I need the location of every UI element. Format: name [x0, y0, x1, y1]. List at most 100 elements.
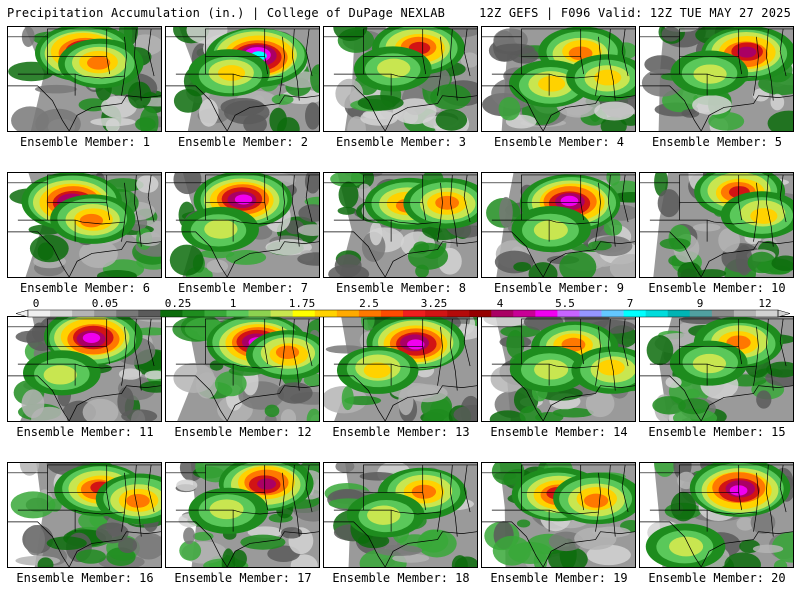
precip-field-blob — [338, 181, 359, 209]
precip-field-blob — [330, 173, 365, 187]
state-boundary — [324, 375, 386, 421]
state-boundary — [608, 464, 616, 537]
precip-field-blob — [214, 371, 247, 397]
precip-field-blob — [357, 94, 404, 111]
precip-contour — [126, 493, 150, 508]
precip-field-blob — [494, 43, 535, 55]
state-boundary — [226, 539, 280, 567]
precip-field-blob — [594, 101, 635, 121]
colorbar-cell — [513, 310, 536, 317]
state-boundary — [226, 249, 280, 277]
ensemble-member-label: Ensemble Member: 19 — [490, 571, 628, 585]
precip-field-blob — [422, 408, 453, 421]
state-boundary — [595, 36, 601, 96]
state-boundary — [8, 375, 70, 421]
colorbar-tick-label: 5.5 — [555, 297, 575, 310]
state-boundary — [8, 521, 70, 567]
precip-field-blob — [415, 264, 429, 277]
precip-field-blob — [752, 544, 784, 554]
state-boundary — [640, 174, 793, 184]
precip-field-blob — [492, 535, 531, 566]
ensemble-map-panel — [323, 26, 478, 132]
ensemble-map-panel — [481, 316, 636, 422]
ensemble-map-panel — [323, 172, 478, 278]
precip-field-blob — [223, 100, 270, 125]
colorbar-tick-label: 0.05 — [91, 297, 119, 310]
state-boundary — [147, 318, 155, 367]
state-boundary — [8, 28, 161, 38]
precip-contour — [583, 493, 609, 508]
precip-field-blob — [735, 244, 753, 276]
precip-field-blob — [586, 544, 631, 566]
ensemble-member-label: Ensemble Member: 18 — [332, 571, 470, 585]
precip-contour — [560, 195, 579, 207]
state-boundary — [542, 103, 596, 131]
state-boundary — [391, 73, 441, 79]
precip-field-blob — [240, 534, 286, 550]
state-boundary — [292, 28, 300, 101]
precip-field-blob — [118, 368, 142, 380]
precip-field-blob — [750, 511, 776, 534]
state-boundary — [437, 385, 477, 394]
state-boundary — [233, 363, 283, 369]
precip-field-blob — [127, 81, 152, 109]
state-boundary — [482, 521, 544, 567]
state-boundary — [333, 182, 364, 221]
state-boundary — [75, 509, 125, 515]
state-boundary — [121, 326, 127, 386]
precip-field-blob — [661, 27, 681, 42]
precip-field-blob — [498, 96, 521, 121]
state-boundary — [463, 28, 471, 77]
colorbar-tick-label: 9 — [696, 297, 704, 310]
ensemble-map-panel — [639, 316, 794, 422]
state-boundary — [147, 28, 155, 77]
state-boundary — [549, 219, 599, 225]
state-boundary — [738, 464, 743, 511]
colorbar-cell — [248, 310, 271, 317]
precip-contour — [693, 64, 727, 84]
colorbar-cell — [116, 310, 139, 317]
state-boundary — [738, 28, 743, 75]
precip-field-blob — [587, 240, 612, 251]
colorbar-tick-label: 4 — [496, 297, 504, 310]
state-boundary — [279, 531, 319, 540]
state-boundary — [324, 521, 386, 567]
precip-field-blob — [460, 52, 477, 68]
ensemble-member-label: Ensemble Member: 6 — [19, 281, 151, 295]
precip-field-blob — [304, 196, 319, 207]
precip-contour — [204, 219, 238, 239]
state-boundary — [595, 182, 601, 242]
precip-field-blob — [369, 221, 383, 246]
precip-field-blob — [375, 544, 423, 556]
precip-field-blob — [361, 317, 375, 331]
state-boundary — [766, 318, 774, 391]
precip-field-blob — [90, 117, 136, 127]
state-boundary — [264, 28, 269, 75]
state-boundary — [47, 509, 76, 532]
ensemble-map-panel — [639, 172, 794, 278]
state-boundary — [640, 28, 793, 38]
state-boundary — [134, 318, 142, 391]
state-boundary — [482, 464, 635, 474]
state-boundary — [679, 73, 708, 96]
precip-field-blob — [736, 517, 755, 531]
precip-field-blob — [298, 204, 319, 222]
precip-field-blob — [453, 404, 477, 421]
colorbar-cell — [160, 310, 183, 317]
state-boundary — [707, 219, 757, 225]
ensemble-member-label: Ensemble Member: 15 — [648, 425, 786, 439]
ensemble-map-panel — [7, 172, 162, 278]
state-boundary — [753, 385, 793, 394]
colorbar-cell — [50, 310, 73, 317]
precip-contour — [209, 499, 244, 520]
state-boundary — [779, 464, 787, 513]
precip-field-blob — [95, 522, 129, 544]
colorbar-tick-label: 1.75 — [288, 297, 316, 310]
state-boundary — [422, 318, 427, 365]
ensemble-member-label: Ensemble Member: 9 — [493, 281, 625, 295]
state-boundary — [121, 182, 127, 242]
state-boundary — [205, 509, 234, 532]
state-boundary — [542, 249, 596, 277]
precip-field-blob — [418, 529, 449, 553]
state-boundary — [68, 103, 122, 131]
